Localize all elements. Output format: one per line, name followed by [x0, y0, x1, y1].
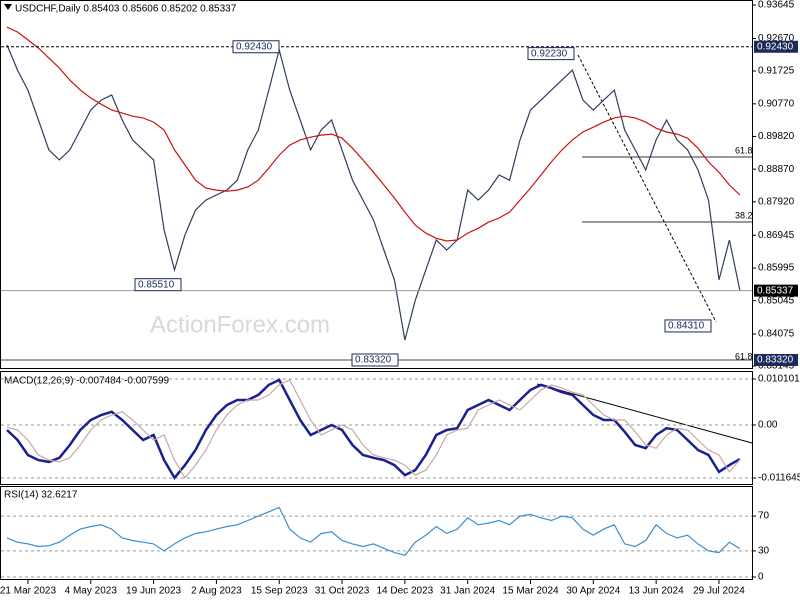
y-tick-label: 0.93645 — [758, 0, 795, 11]
x-tick-label: 29 Jul 2024 — [693, 586, 745, 597]
y-tick-label: 0.88870 — [758, 164, 795, 175]
x-tick-label: 31 Oct 2023 — [315, 586, 370, 597]
y-tick-label: 0 — [758, 572, 764, 583]
series-line — [6, 26, 741, 242]
fib-label: 61.8 — [735, 351, 753, 361]
x-tick-label: 19 Jun 2023 — [126, 586, 181, 597]
annotation-box — [527, 47, 575, 61]
annotation-label: 0.84310 — [668, 321, 705, 332]
macd-panel — [0, 371, 753, 485]
fib-label: 61.8 — [735, 145, 753, 155]
y-tick-label: 0.89820 — [758, 131, 795, 142]
y-tick-label: 0.91725 — [758, 66, 795, 77]
annotation-box — [134, 278, 182, 292]
y-tick-label: 0.87920 — [758, 196, 795, 207]
x-tick-label: 30 Apr 2024 — [566, 586, 620, 597]
y-tick-label: 0.92670 — [758, 33, 795, 44]
level-label: 0.83320 — [757, 355, 794, 366]
annotation-label: 0.92230 — [531, 48, 568, 59]
x-tick-label: 31 Jan 2024 — [440, 586, 495, 597]
menu-arrow — [4, 4, 12, 10]
y-tick-label: 0.85995 — [758, 263, 795, 274]
y-tick-label: 0.83145 — [758, 361, 795, 372]
x-tick-label: 14 Dec 2023 — [377, 586, 434, 597]
macd-title: MACD(12,26,9) -0.007484 -0.007599 — [4, 376, 170, 387]
annotation-box — [351, 353, 399, 367]
annotation-label: 0.92430 — [236, 41, 273, 52]
x-tick-label: 13 Jun 2024 — [629, 586, 684, 597]
y-tick-label: 0.86945 — [758, 230, 795, 241]
level-box — [754, 40, 798, 53]
x-tick-label: 15 Mar 2024 — [502, 586, 559, 597]
x-tick-label: 15 Sep 2023 — [251, 586, 308, 597]
level-label: 0.92430 — [757, 41, 794, 52]
main-panel — [0, 0, 753, 369]
rsi-title: RSI(14) 32.6217 — [4, 490, 78, 501]
series-line — [6, 378, 741, 480]
trend-line — [577, 54, 717, 323]
y-tick-label: 0.90770 — [758, 98, 795, 109]
series-line — [6, 506, 741, 556]
annotation-box — [232, 40, 280, 54]
level-box — [754, 353, 798, 366]
watermark: ActionForex.com — [150, 311, 330, 338]
x-tick-label: 4 May 2023 — [65, 586, 118, 597]
series-line — [6, 44, 741, 341]
y-tick-label: 0.84075 — [758, 329, 795, 340]
chart-title: USDCHF,Daily 0.85403 0.85606 0.85202 0.8… — [15, 4, 237, 15]
annotation-box — [664, 319, 712, 333]
x-tick-label: 2 Aug 2023 — [191, 586, 242, 597]
rsi-panel — [0, 486, 753, 580]
y-tick-label: 30 — [758, 546, 770, 557]
fib-label: 38.2 — [735, 210, 753, 220]
y-tick-label: 0.010101 — [758, 374, 800, 385]
level-box — [754, 284, 798, 297]
annotation-label: 0.85510 — [138, 279, 175, 290]
level-label: 0.85337 — [757, 285, 794, 296]
annotation-label: 0.83320 — [355, 355, 392, 366]
series-line — [6, 379, 741, 479]
y-tick-label: 0.85045 — [758, 295, 795, 306]
y-tick-label: 0.00 — [758, 420, 778, 431]
y-tick-label: -0.011645 — [758, 473, 800, 484]
y-tick-label: 70 — [758, 511, 770, 522]
x-tick-label: 21 Mar 2023 — [0, 586, 56, 597]
